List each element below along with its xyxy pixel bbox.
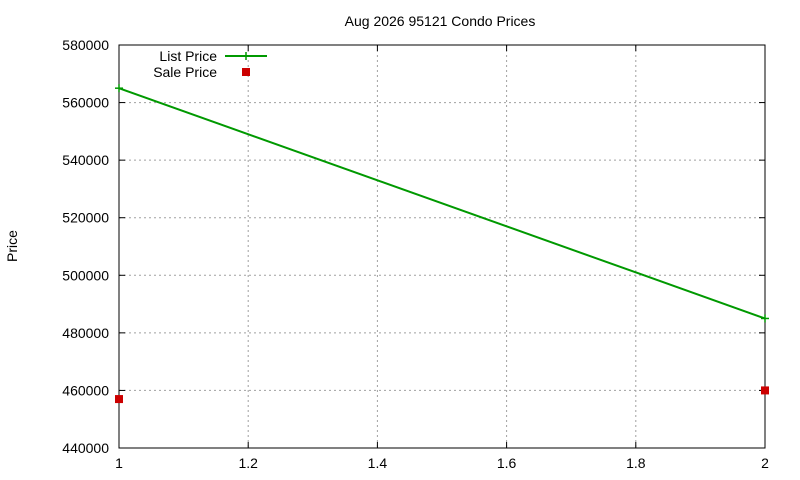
- y-tick-label: 460000: [62, 382, 109, 398]
- plot-border: [118, 44, 766, 449]
- list-price-line: [118, 87, 766, 320]
- axis-ticks: 440000 460000 480000 500000 520000 540000 5600…: [62, 37, 769, 471]
- x-tick-label: 1: [115, 455, 123, 471]
- sale-price-point: [761, 386, 769, 395]
- y-tick-label: 480000: [62, 325, 109, 341]
- legend-label-sale-price: Sale Price: [153, 64, 217, 80]
- legend-label-list-price: List Price: [159, 48, 217, 64]
- chart-title: Aug 2026 95121 Condo Prices: [345, 13, 536, 29]
- x-tick-label: 1.8: [626, 455, 646, 471]
- x-tick-label: 1.6: [497, 455, 517, 471]
- y-tick-label: 500000: [62, 267, 109, 283]
- x-tick-label: 2: [761, 455, 769, 471]
- grid-lines: [119, 45, 765, 448]
- list-price-point: [115, 84, 123, 93]
- x-tick-label: 1.2: [238, 455, 258, 471]
- y-axis-label: Price: [4, 230, 20, 262]
- x-tick-label: 1.4: [368, 455, 388, 471]
- y-tick-label: 540000: [62, 152, 109, 168]
- list-price-point: [761, 314, 769, 323]
- y-tick-label: 560000: [62, 95, 109, 111]
- y-tick-label: 580000: [62, 37, 109, 53]
- y-tick-label: 440000: [62, 440, 109, 456]
- y-tick-label: 520000: [62, 210, 109, 226]
- legend-marker-sale-price: [242, 68, 250, 76]
- legend-marker-list-price: [242, 52, 250, 60]
- series-layer: [115, 84, 769, 404]
- sale-price-point: [115, 395, 123, 404]
